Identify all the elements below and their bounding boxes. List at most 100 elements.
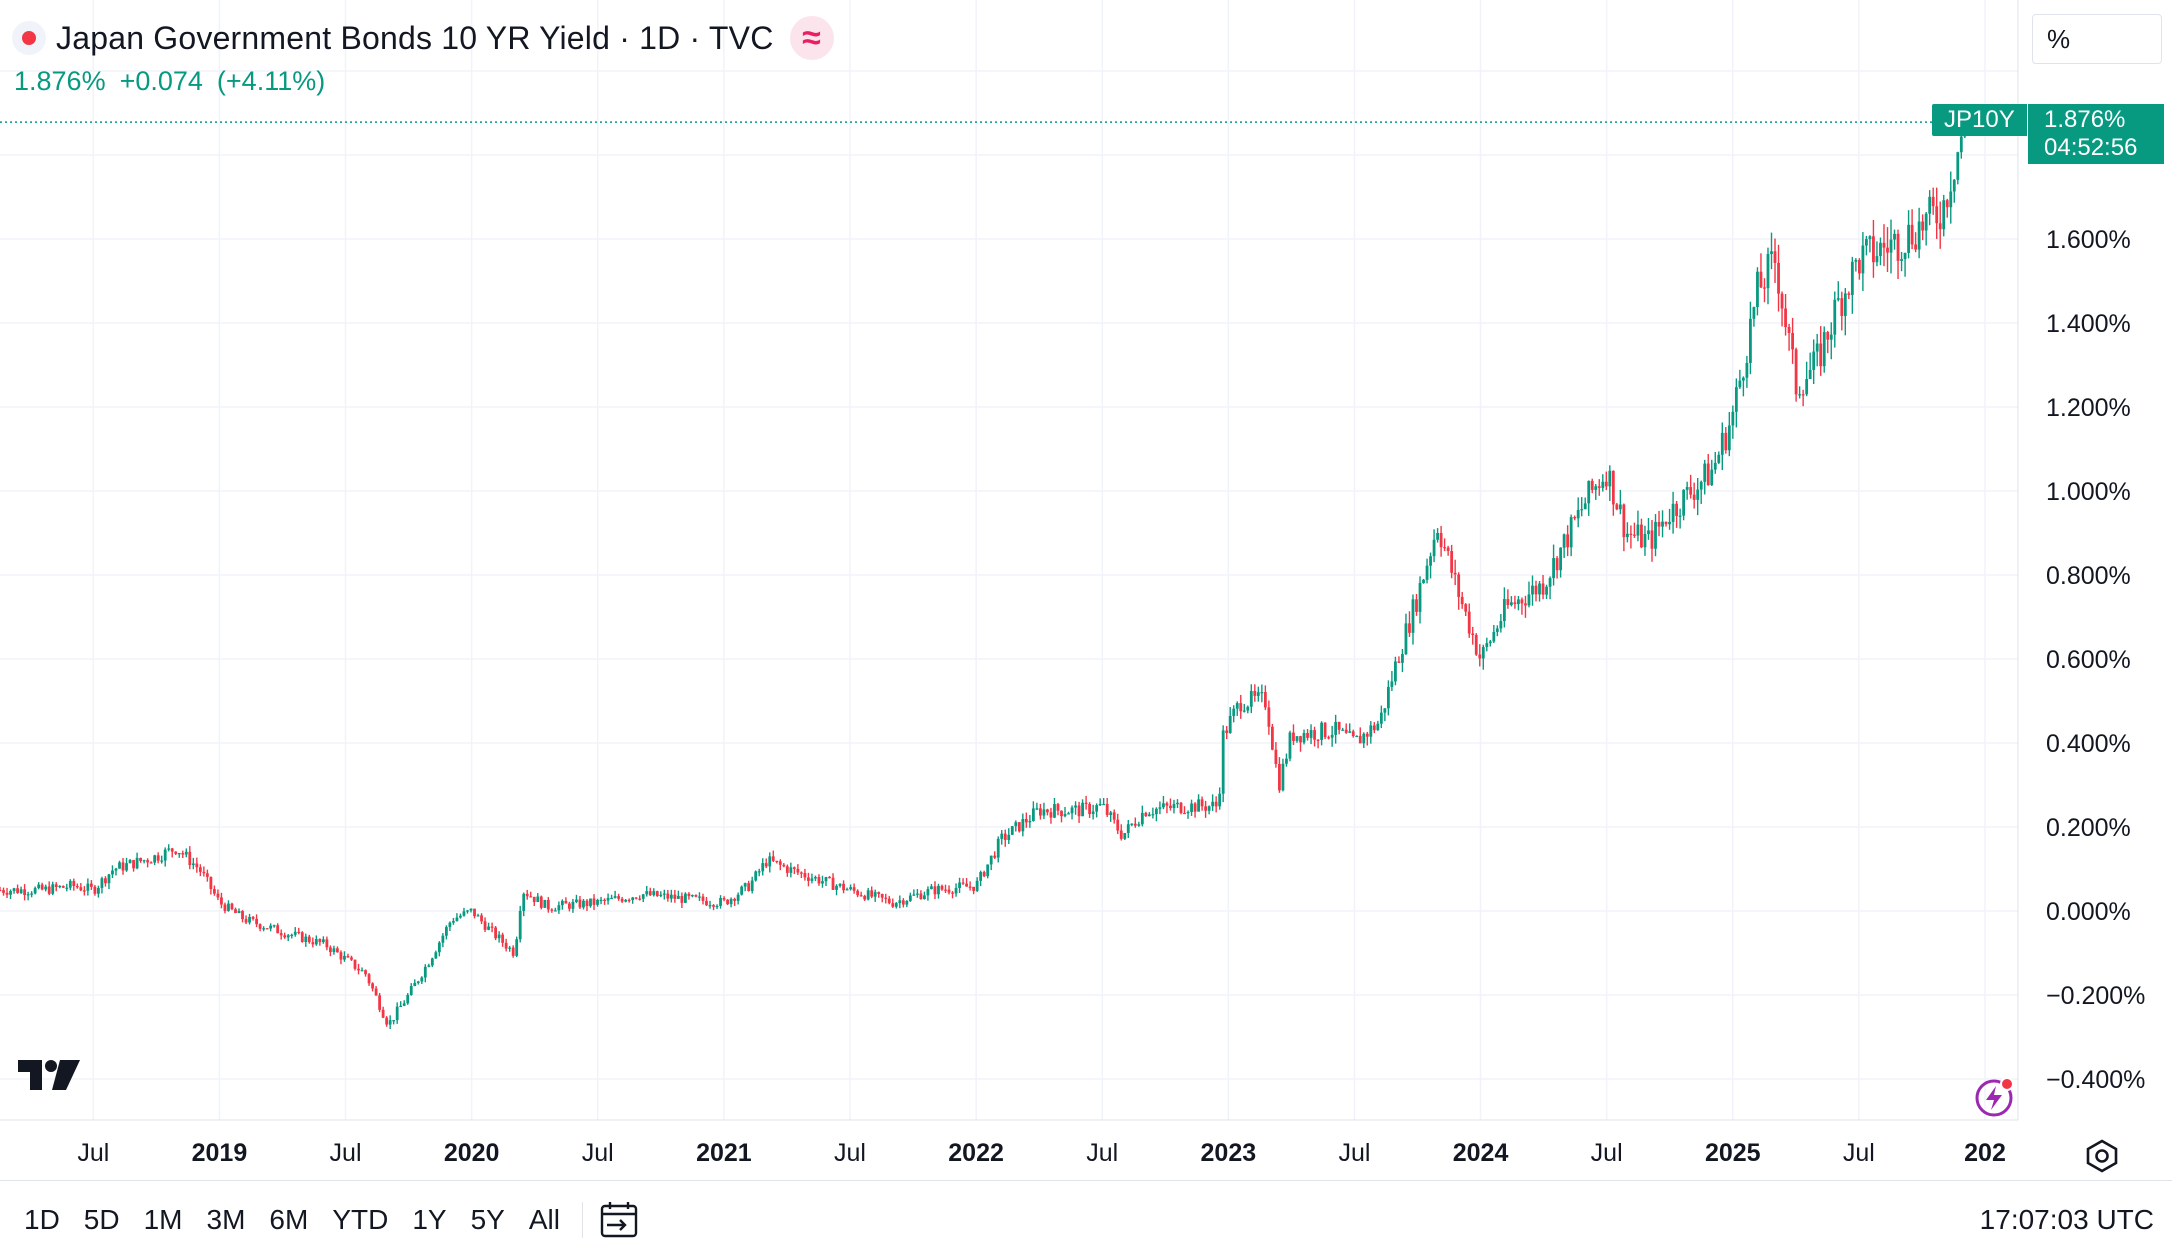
candle-body [631, 897, 635, 901]
candle-body [452, 921, 455, 923]
candle-series [0, 105, 1967, 1029]
candle-body [1341, 729, 1345, 731]
candle-body [1365, 733, 1369, 737]
candle-body [863, 895, 867, 900]
candle-body [1597, 486, 1601, 488]
candle-body [1031, 808, 1035, 821]
x-tick-label: Jul [582, 1139, 614, 1167]
candle-body [1756, 271, 1759, 308]
candle-body [97, 887, 100, 894]
candle-body [754, 871, 758, 881]
y-tick-label: 1.000% [2046, 478, 2131, 506]
range-button-3m[interactable]: 3M [206, 1204, 246, 1235]
market-status-indicator[interactable] [12, 21, 46, 55]
candle-body [673, 894, 677, 899]
candle-body [596, 899, 599, 905]
tradingview-logo-icon[interactable] [18, 1060, 82, 1094]
candle-body [350, 957, 353, 960]
candle-body [585, 900, 589, 907]
candle-body [1538, 583, 1541, 595]
candle-body [1256, 692, 1260, 696]
y-tick-label: 0.800% [2046, 562, 2131, 590]
symbol-title[interactable]: Japan Government Bonds 10 YR Yield · 1D … [56, 19, 774, 56]
candle-body [1408, 623, 1411, 633]
candle-body [1077, 805, 1081, 817]
candle-body [1278, 763, 1281, 791]
candle-body [184, 851, 188, 855]
candle-body [1344, 729, 1348, 733]
candle-body [908, 895, 912, 901]
candle-body [680, 895, 684, 903]
candle-body [104, 878, 107, 884]
range-button-6m[interactable]: 6M [269, 1204, 309, 1235]
range-button-1d[interactable]: 1D [24, 1204, 60, 1235]
candle-body [1495, 628, 1499, 632]
candle-body [269, 925, 273, 929]
range-button-all[interactable]: All [528, 1204, 560, 1235]
x-tick-label: 2019 [192, 1139, 248, 1167]
bar-countdown: 04:52:56 [2044, 134, 2138, 161]
candle-body [216, 893, 220, 898]
candle-body [1401, 654, 1404, 663]
candle-body [701, 896, 705, 901]
candle-body [1513, 602, 1517, 605]
candle-body [919, 893, 923, 900]
candle-body [23, 889, 27, 896]
data-delay-badge[interactable]: ≈ [789, 16, 834, 60]
candle-body [1548, 578, 1552, 587]
y-tick-label: 0.200% [2046, 814, 2131, 842]
symbol-price-label: JP10Y [1932, 104, 2027, 136]
candle-body [1545, 586, 1548, 595]
candle-body [153, 855, 157, 863]
price-chart[interactable]: −0.400% −0.200% 0.000% 0.200% 0.400% 0.600% 0.… [0, 0, 2172, 1180]
utc-clock[interactable]: 17:07:03 UTC [1979, 1204, 2154, 1235]
candle-body [111, 870, 114, 875]
x-tick-label: 2020 [444, 1139, 500, 1167]
candle-body [1084, 802, 1088, 805]
x-tick-label: 2022 [948, 1139, 1004, 1167]
calendar-range-icon[interactable] [599, 1200, 639, 1240]
range-button-ytd[interactable]: YTD [332, 1204, 389, 1235]
candle-body [1675, 503, 1679, 516]
candle-body [761, 863, 765, 872]
candle-body [1439, 532, 1443, 548]
candle-body [374, 988, 378, 996]
candle-body [877, 892, 881, 894]
candle-body [58, 885, 62, 888]
candle-body [638, 898, 642, 900]
candle-body [1102, 803, 1106, 806]
range-button-1y[interactable]: 1Y [412, 1204, 447, 1235]
candle-body [1021, 818, 1025, 832]
candle-body [1270, 726, 1274, 750]
x-tick-label: 2024 [1453, 1139, 1509, 1167]
candle-body [1119, 830, 1123, 839]
candle-body [1924, 213, 1928, 231]
candle-body [775, 860, 779, 863]
candle-body [1481, 647, 1485, 659]
range-button-5y[interactable]: 5Y [470, 1204, 505, 1235]
candle-body [65, 887, 69, 889]
candle-body [93, 886, 97, 894]
candle-body [1154, 808, 1158, 815]
range-button-5d[interactable]: 5D [83, 1204, 120, 1235]
candle-body [328, 947, 332, 953]
candle-body [1629, 533, 1633, 535]
candle-body [487, 926, 490, 930]
candle-body [1738, 380, 1742, 388]
candle-body [1910, 224, 1914, 245]
scale-unit-selector[interactable]: % [2032, 14, 2162, 64]
range-button-1m[interactable]: 1M [143, 1204, 183, 1235]
settings-gear-icon[interactable] [2082, 1136, 2122, 1176]
candle-body [1024, 818, 1028, 823]
candle-body [1228, 716, 1232, 733]
candle-body [1611, 470, 1615, 505]
candle-body [1260, 692, 1264, 694]
candle-body [1460, 596, 1464, 605]
candle-body [1404, 623, 1408, 655]
flash-icon[interactable] [1972, 1076, 2016, 1120]
candle-body [1861, 245, 1865, 274]
candle-body [1239, 703, 1243, 712]
candle-body [740, 886, 744, 895]
candle-body [842, 883, 845, 891]
candle-body [606, 897, 610, 901]
